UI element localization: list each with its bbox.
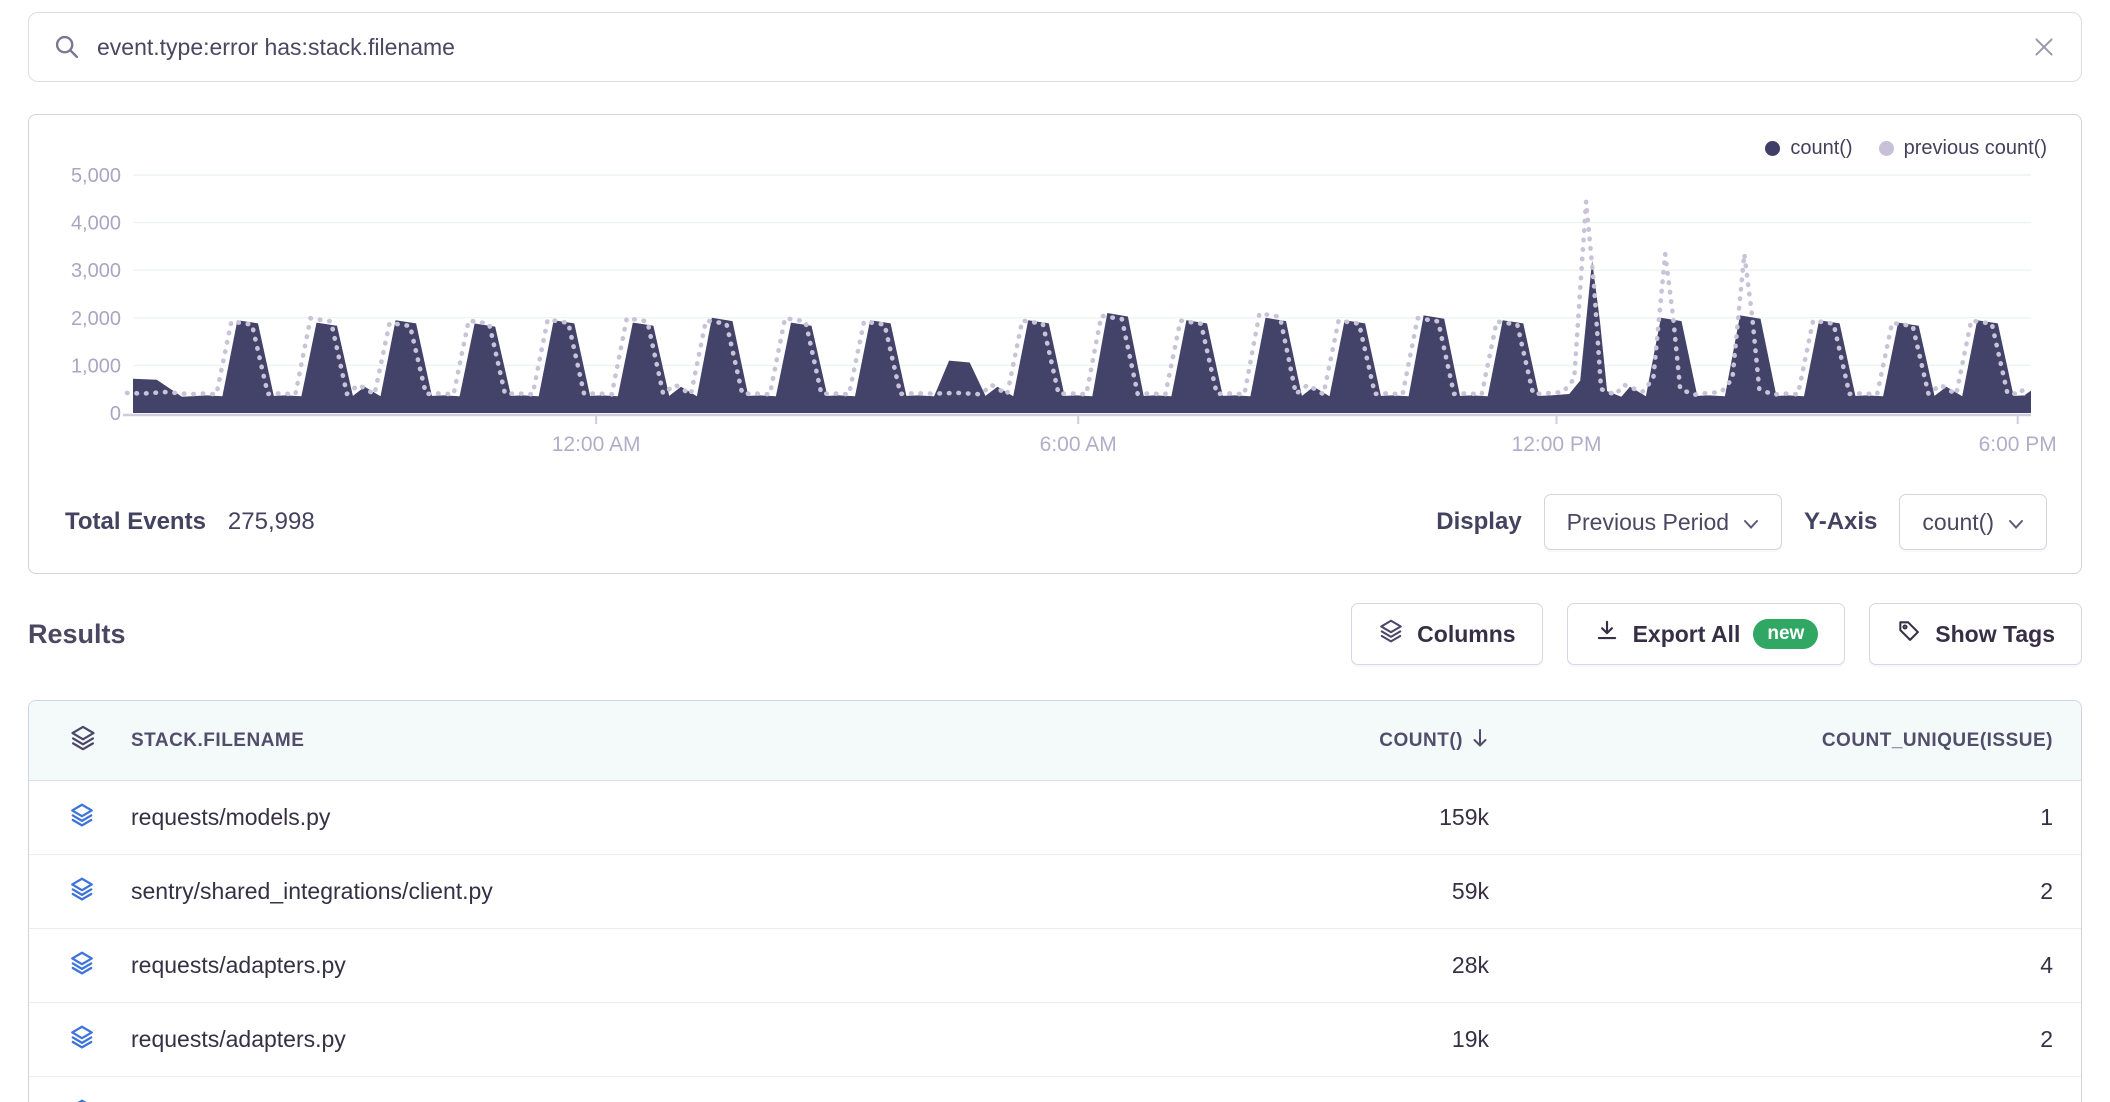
legend-label: previous count() (1903, 137, 2047, 159)
header-count-unique[interactable]: COUNT_UNIQUE(ISSUE) (1821, 729, 2053, 751)
chart-legend: count() previous count() (1765, 137, 2047, 160)
count-unique-cell: 1 (1489, 1100, 2081, 1102)
export-all-button[interactable]: Export All new (1566, 603, 1846, 665)
column-edit-cell[interactable] (29, 724, 131, 757)
results-table: STACK.FILENAME COUNT() COUNT_UNIQUE(ISSU… (28, 700, 2082, 1102)
svg-text:6:00 AM: 6:00 AM (1040, 433, 1117, 456)
table-header-row: STACK.FILENAME COUNT() COUNT_UNIQUE(ISSU… (29, 701, 2081, 781)
svg-text:1,000: 1,000 (71, 355, 121, 377)
stack-filename-cell: sentry/shared_integrations/client.py (131, 878, 493, 904)
yaxis-dropdown[interactable]: count() (1899, 494, 2047, 550)
table-row[interactable]: sentry/shared_integrations/client.py 59k… (29, 855, 2081, 929)
stack-icon (69, 802, 95, 833)
legend-item-count[interactable]: count() (1765, 137, 1853, 160)
layers-icon (69, 724, 97, 757)
svg-text:5,000: 5,000 (71, 165, 121, 187)
total-events-value: 275,998 (227, 508, 315, 535)
layers-icon (1378, 618, 1404, 650)
stack-filename-cell: requests/adapters.py (131, 952, 346, 978)
search-input[interactable] (97, 33, 2015, 61)
tag-icon (1896, 618, 1922, 650)
stack-filename-cell: requests/models.py (131, 804, 331, 830)
header-count[interactable]: COUNT() (1169, 728, 1489, 754)
svg-text:4,000: 4,000 (71, 213, 121, 235)
stack-filename-cell: sentry_plugins/splunk/plugin.py (131, 1100, 1169, 1102)
results-header: Results Columns Export All new (28, 600, 2082, 668)
stack-icon (69, 876, 95, 907)
chevron-down-icon (2008, 509, 2024, 536)
header-count-label: COUNT() (1379, 729, 1463, 751)
display-dropdown[interactable]: Previous Period (1543, 494, 1783, 550)
svg-text:0: 0 (110, 403, 121, 425)
yaxis-label: Y-Axis (1804, 508, 1878, 535)
legend-item-previous-count[interactable]: previous count() (1878, 137, 2047, 160)
stack-icon (69, 950, 95, 981)
total-events: Total Events 275,998 (65, 508, 315, 536)
stack-icon (69, 1098, 95, 1102)
chevron-down-icon (1743, 509, 1759, 536)
count-unique-cell: 4 (2040, 952, 2053, 978)
export-all-button-label: Export All (1632, 620, 1741, 647)
download-icon (1594, 618, 1620, 650)
table-row[interactable]: sentry_plugins/splunk/plugin.py 2.1k 1 (29, 1077, 2081, 1102)
stack-filename-cell: requests/adapters.py (131, 1026, 346, 1052)
svg-text:12:00 PM: 12:00 PM (1512, 433, 1602, 456)
table-body: requests/models.py 159k 1 sentry/shared_… (29, 781, 2081, 1102)
svg-text:12:00 AM: 12:00 AM (552, 433, 641, 456)
svg-text:3,000: 3,000 (71, 260, 121, 282)
events-chart[interactable]: 0 1,000 2,000 3,000 4,000 5,000 12:00 AM 6:00 A… (29, 115, 2083, 460)
count-unique-cell: 1 (2040, 804, 2053, 830)
display-label: Display (1436, 508, 1522, 535)
legend-dot-previous-count (1878, 141, 1894, 156)
count-cell: 59k (1451, 878, 1489, 904)
clear-search-icon[interactable] (2031, 34, 2057, 60)
table-row[interactable]: requests/adapters.py 19k 2 (29, 1003, 2081, 1077)
count-cell: 28k (1451, 952, 1489, 978)
stack-icon (69, 1024, 95, 1055)
columns-button[interactable]: Columns (1351, 603, 1543, 665)
count-unique-cell: 2 (2040, 1026, 2053, 1052)
table-row[interactable]: requests/adapters.py 28k 4 (29, 929, 2081, 1003)
count-cell: 2.1k (1169, 1100, 1489, 1102)
legend-label: count() (1790, 137, 1853, 159)
legend-dot-count (1765, 141, 1781, 156)
sort-desc-icon (1471, 728, 1489, 754)
new-badge: new (1753, 619, 1819, 649)
display-dropdown-value: Previous Period (1566, 508, 1730, 535)
table-row[interactable]: requests/models.py 159k 1 (29, 781, 2081, 855)
count-cell: 159k (1439, 804, 1489, 830)
columns-button-label: Columns (1417, 620, 1516, 647)
results-title: Results (28, 618, 126, 649)
total-events-label: Total Events (65, 508, 206, 535)
chart-panel: 0 1,000 2,000 3,000 4,000 5,000 12:00 AM 6:00 A… (28, 114, 2082, 574)
count-unique-cell: 2 (2040, 878, 2053, 904)
show-tags-button[interactable]: Show Tags (1869, 603, 2082, 665)
svg-text:6:00 PM: 6:00 PM (1979, 433, 2057, 456)
search-icon (53, 33, 81, 61)
show-tags-button-label: Show Tags (1935, 620, 2055, 647)
chart-footer: Total Events 275,998 Display Previous Pe… (65, 493, 2047, 551)
svg-text:2,000: 2,000 (71, 308, 121, 330)
search-bar (28, 12, 2082, 82)
yaxis-dropdown-value: count() (1922, 508, 1994, 535)
count-cell: 19k (1451, 1026, 1489, 1052)
header-stack-filename[interactable]: STACK.FILENAME (131, 729, 305, 751)
